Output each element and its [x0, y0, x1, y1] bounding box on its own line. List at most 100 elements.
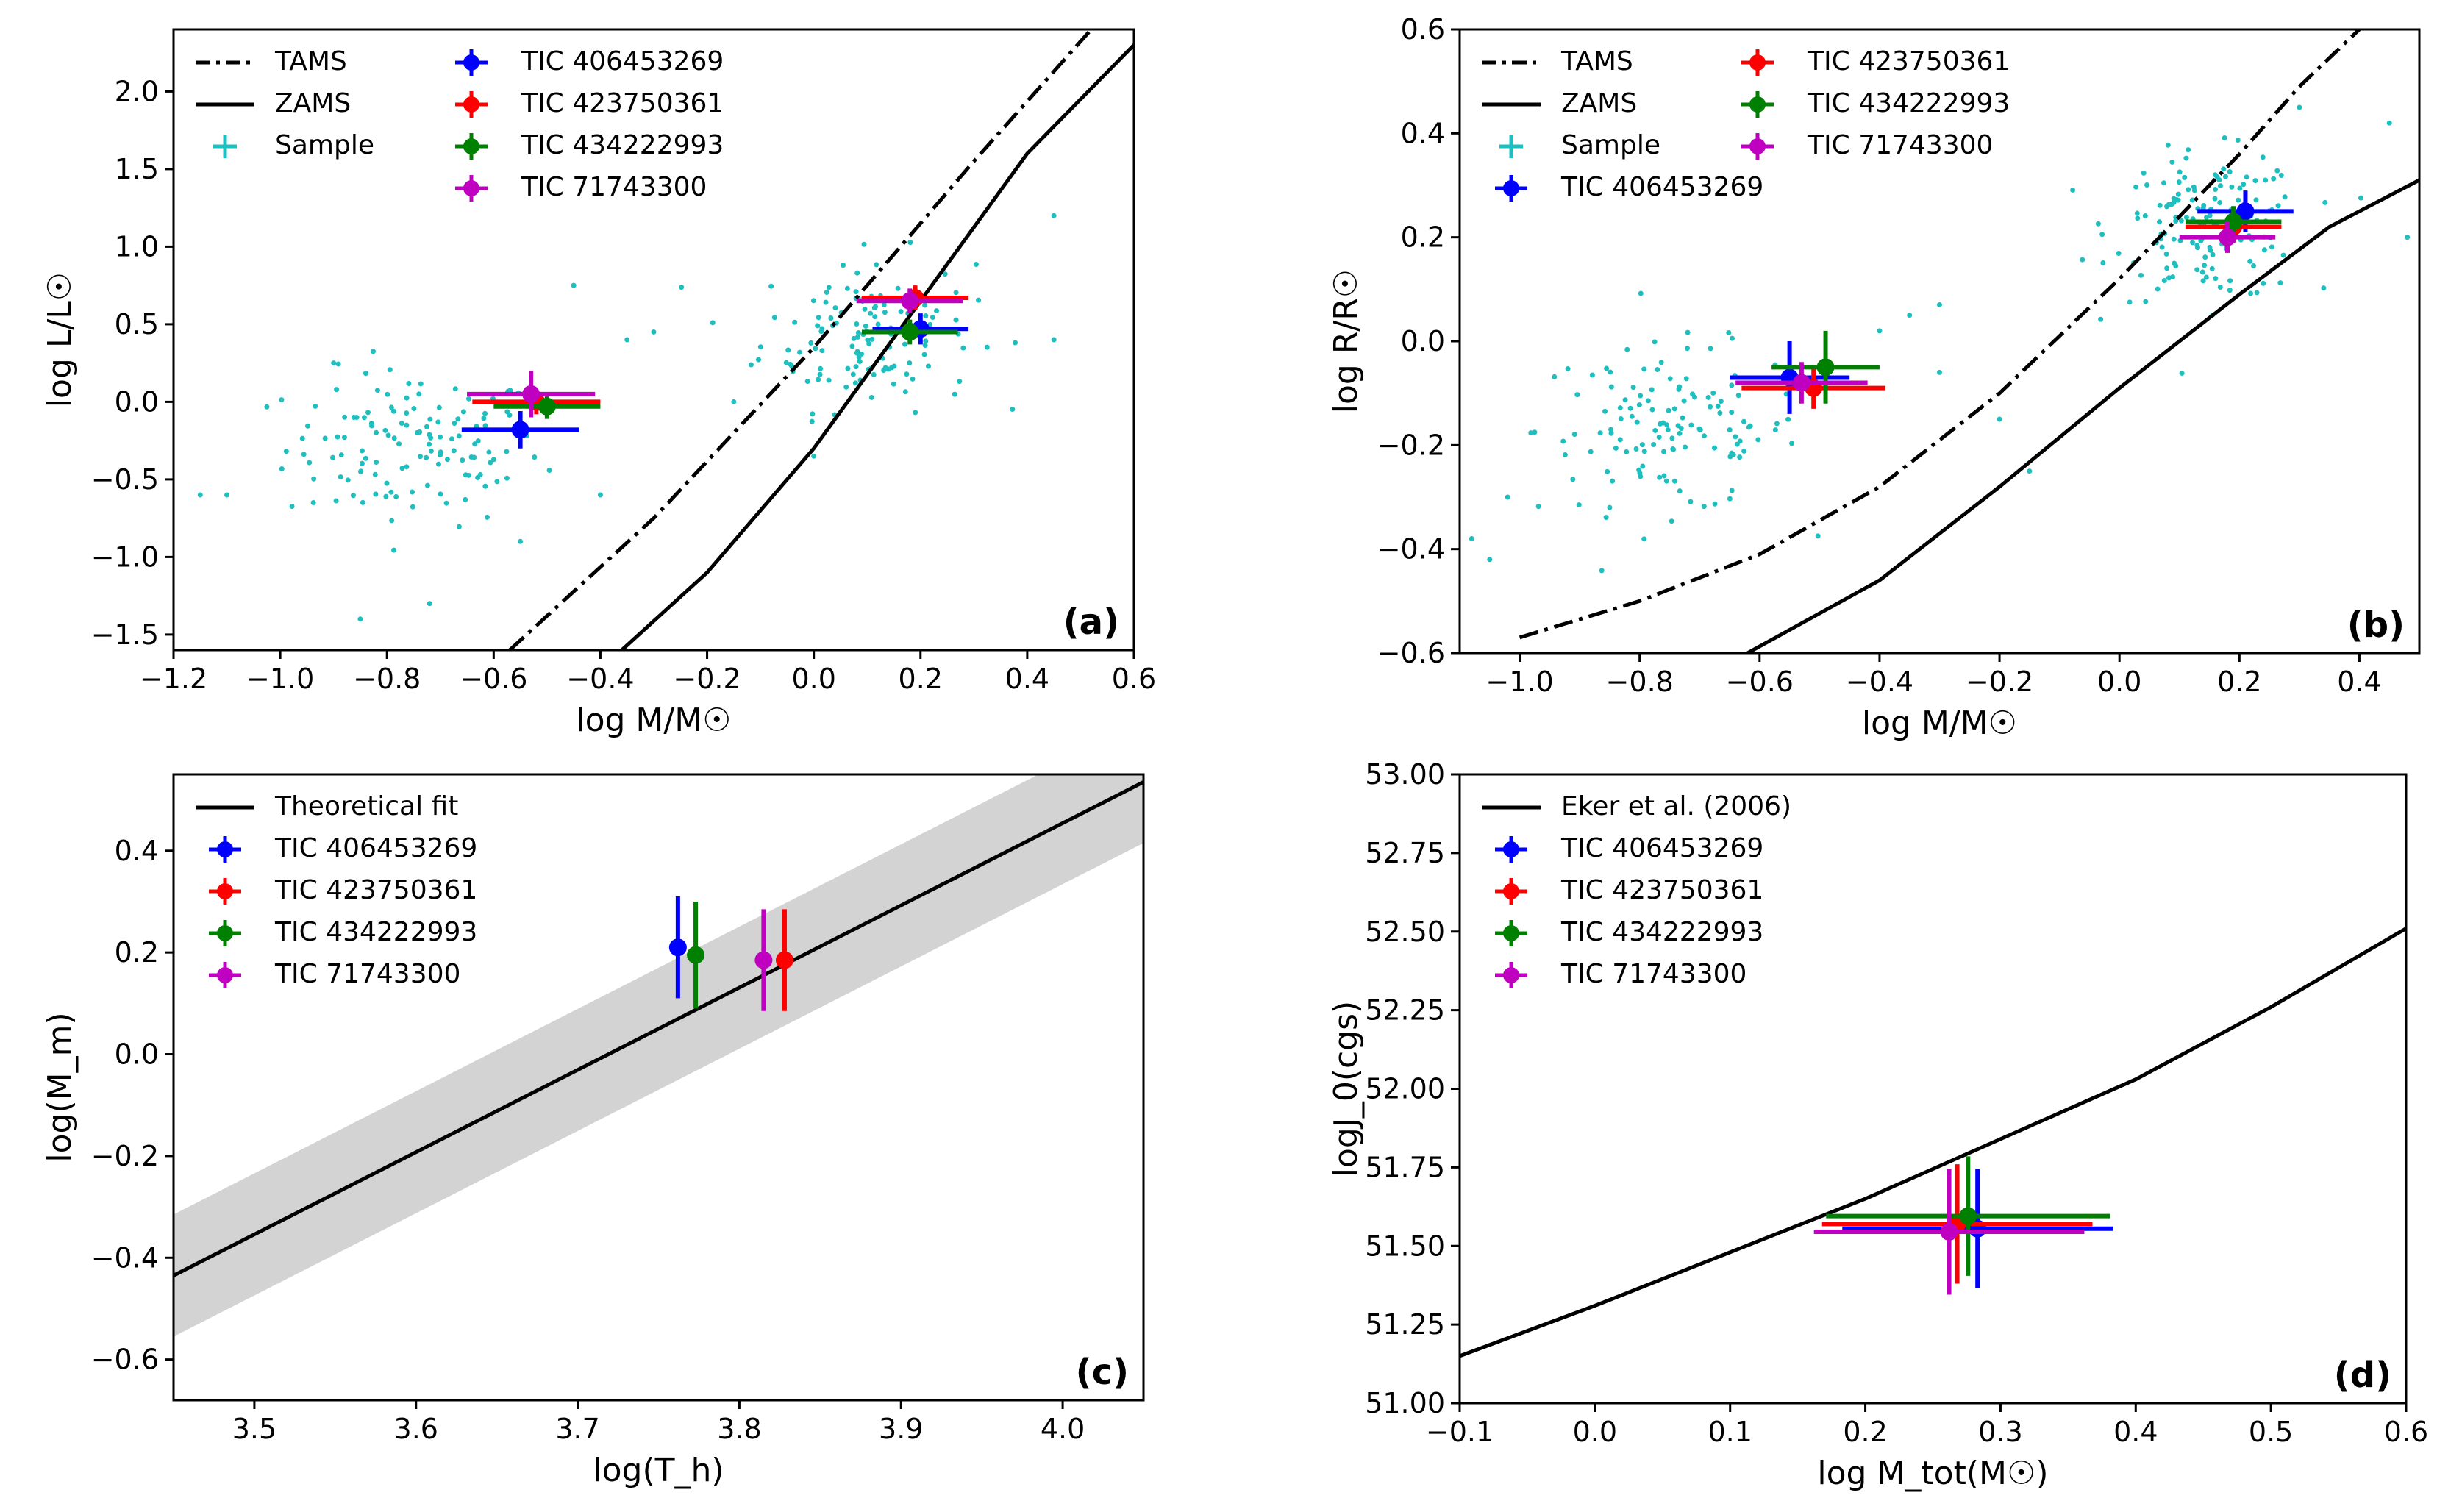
sample-point [404, 410, 410, 416]
sample-point [863, 323, 868, 329]
x-axis-label: log M_tot(M☉) [1817, 1455, 2048, 1492]
sample-point [2199, 269, 2205, 275]
sample-point [2182, 174, 2188, 180]
sample-point [427, 601, 432, 607]
sample-point [1741, 448, 1747, 454]
sample-point [1785, 416, 1791, 422]
sample-point [279, 397, 285, 403]
sample-point [404, 464, 410, 470]
legend-item: TIC 434222993 [1741, 88, 2010, 118]
legend-item: TAMS [1482, 46, 1633, 76]
x-tick-label: −0.6 [460, 663, 527, 695]
sample-point [1997, 416, 2002, 422]
sample-point [845, 365, 851, 371]
sample-point [313, 403, 318, 409]
sample-point [2141, 170, 2147, 176]
y-tick-label: 0.4 [115, 835, 159, 867]
y-tick-label: 0.5 [115, 308, 159, 340]
sample-point [1729, 382, 1735, 388]
sample-point [651, 329, 657, 335]
sample-point [2222, 135, 2227, 140]
sample-point [597, 492, 603, 498]
sample-point [2142, 213, 2148, 219]
legend-marker-dot [1503, 883, 1519, 899]
sample-point [475, 438, 481, 444]
sample-point [930, 314, 935, 320]
sample-point [387, 367, 393, 373]
sample-point [1727, 427, 1733, 433]
legend-marker-dot [217, 925, 233, 941]
sample-point [818, 365, 824, 371]
sample-point [360, 499, 365, 505]
sample-point [2203, 274, 2209, 280]
point-tic-434222993 [493, 393, 601, 419]
sample-point [1602, 408, 1608, 414]
sample-point [922, 302, 928, 308]
sample-point [2282, 194, 2288, 200]
sample-point [1664, 422, 1670, 428]
sample-point [810, 298, 816, 304]
y-tick-label: −0.4 [1377, 533, 1445, 566]
point-tic-71743300 [754, 909, 773, 1011]
panel-label: (a) [1063, 602, 1119, 643]
y-tick-label: 0.2 [115, 936, 159, 969]
sample-point [1735, 393, 1741, 399]
sample-point [456, 433, 462, 439]
sample-point [1665, 427, 1671, 432]
sample-point [2183, 155, 2189, 161]
sample-point [1712, 501, 1718, 507]
sample-point [1680, 415, 1685, 421]
sample-point [855, 330, 861, 336]
legend-item: TIC 434222993 [455, 130, 724, 160]
sample-point [310, 499, 316, 505]
sample-point [388, 489, 394, 495]
sample-point [1629, 413, 1635, 419]
eker-et-al-2006--line [1460, 927, 2406, 1358]
sample-point [973, 262, 979, 268]
sample-point [808, 340, 814, 346]
y-tick-label: 51.00 [1365, 1387, 1445, 1419]
marker [901, 323, 919, 341]
sample-point [424, 482, 430, 488]
x-tick-label: −0.4 [566, 663, 634, 695]
legend-label: TAMS [274, 46, 347, 76]
sample-point [1630, 385, 1636, 391]
x-tick-label: 0.6 [2384, 1416, 2428, 1448]
sample-point [1661, 449, 1667, 454]
sample-point [826, 377, 832, 383]
y-tick-label: 1.5 [115, 153, 159, 185]
x-tick-label: 3.6 [394, 1413, 438, 1445]
sample-point [410, 489, 415, 495]
sample-point [859, 351, 865, 357]
sample-point [2186, 147, 2191, 153]
y-tick-label: −1.5 [91, 618, 159, 651]
legend-item: TIC 406453269 [209, 833, 477, 863]
sample-point [424, 424, 429, 429]
legend-item: TIC 71743300 [455, 172, 707, 202]
sample-point [2321, 285, 2327, 291]
sample-point [546, 468, 552, 474]
y-tick-label: −1.0 [91, 541, 159, 573]
sample-point [2261, 280, 2266, 286]
sample-point [1667, 376, 1673, 382]
sample-point [624, 337, 630, 343]
sample-point [494, 479, 500, 485]
sample-point [472, 441, 478, 447]
legend-item: ZAMS [196, 88, 351, 118]
legend-label: TIC 423750361 [521, 88, 724, 118]
sample-point [2171, 236, 2177, 242]
sample-point [1469, 536, 1474, 542]
x-tick-label: −0.8 [1606, 666, 1674, 698]
sample-point [2260, 154, 2266, 160]
x-tick-label: 0.4 [2337, 666, 2381, 698]
legend-marker-dot [463, 180, 479, 196]
y-axis-label: logJ_0(cgs) [1327, 1001, 1365, 1177]
sample-point [815, 323, 821, 329]
legend-label: TIC 434222993 [274, 917, 477, 947]
sample-point [1658, 421, 1663, 427]
sample-point [679, 285, 685, 290]
legend-item: ZAMS [1482, 88, 1637, 118]
sample-point [1708, 346, 1713, 352]
sample-point [482, 410, 488, 416]
sample-point [1618, 416, 1624, 422]
